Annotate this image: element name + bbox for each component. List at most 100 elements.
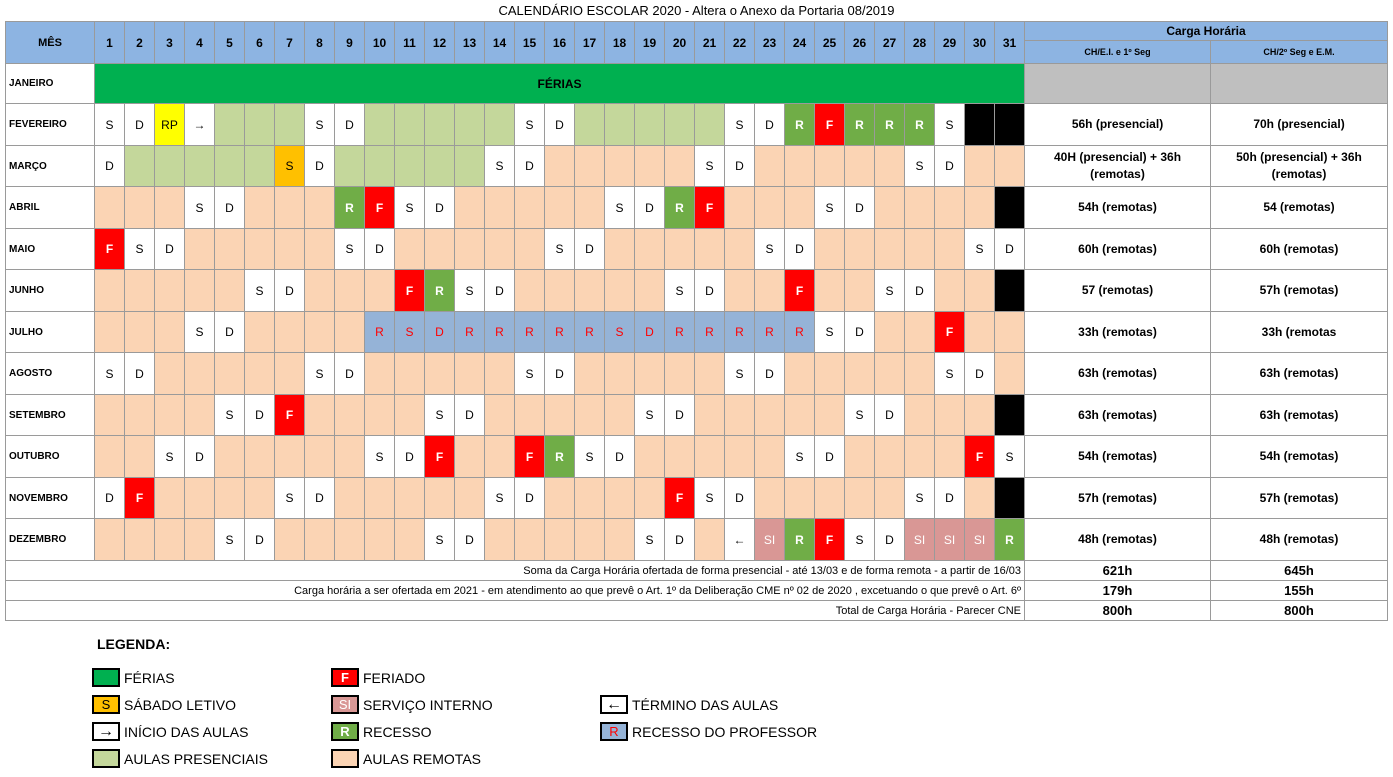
day-cell [874, 228, 905, 270]
day-cell [604, 269, 635, 312]
day-cell [424, 352, 455, 395]
day-cell [424, 145, 455, 187]
day-cell [754, 394, 785, 436]
day-cell: D [514, 477, 545, 519]
day-cell [544, 269, 575, 312]
month-label: MAIO [5, 228, 95, 270]
day-cell: R [424, 269, 455, 312]
day-cell [634, 352, 665, 395]
day-cell: D [94, 145, 125, 187]
day-cell [124, 394, 155, 436]
day-cell: R [724, 311, 755, 353]
day-cell: F [814, 518, 845, 561]
day-cell [514, 228, 545, 270]
day-cell: F [364, 186, 395, 229]
ch-col2-cell: 60h (remotas) [1210, 228, 1388, 270]
legend-swatch: R [331, 722, 359, 741]
day-cell: D [934, 477, 965, 519]
day-cell [574, 269, 605, 312]
legend-item: S SÁBADO LETIVO [92, 695, 236, 714]
day-cell [154, 145, 185, 187]
day-cell: R [364, 311, 395, 353]
page-title: CALENDÁRIO ESCOLAR 2020 - Altera o Anexo… [498, 3, 895, 18]
day-cell [244, 186, 275, 229]
day-header: 20 [664, 21, 695, 64]
day-cell: S [904, 477, 935, 519]
legend-item: ← TÉRMINO DAS AULAS [600, 695, 778, 714]
day-cell [244, 311, 275, 353]
ferias-bar: FÉRIAS [94, 63, 1025, 104]
day-cell [694, 435, 725, 478]
month-label: JULHO [5, 311, 95, 353]
day-cell: S [814, 186, 845, 229]
day-cell [304, 269, 335, 312]
day-cell: F [124, 477, 155, 519]
day-cell [124, 435, 155, 478]
day-cell [904, 186, 935, 229]
day-cell: S [424, 518, 455, 561]
day-cell [184, 269, 215, 312]
legend-swatch [92, 749, 120, 768]
day-cell: S [334, 228, 365, 270]
day-cell [454, 352, 485, 395]
day-cell: D [244, 518, 275, 561]
day-cell [304, 186, 335, 229]
day-cell: S [454, 269, 485, 312]
day-cell [394, 477, 425, 519]
day-cell: S [544, 228, 575, 270]
day-cell: D [304, 477, 335, 519]
day-cell [124, 186, 155, 229]
day-cell: S [394, 186, 425, 229]
day-cell [394, 518, 425, 561]
day-cell [874, 186, 905, 229]
summary-value-col1: 621h [1024, 560, 1211, 581]
day-cell [184, 228, 215, 270]
day-cell [814, 394, 845, 436]
day-cell [574, 477, 605, 519]
day-cell: R [784, 103, 815, 146]
day-header: 3 [154, 21, 185, 64]
day-header: 16 [544, 21, 575, 64]
day-cell [814, 352, 845, 395]
day-cell: SI [964, 518, 995, 561]
month-row: NOVEMBRO D F S D S D F S D S D 57h (remotas) 57h (rem… [5, 477, 1388, 519]
day-cell [484, 394, 515, 436]
day-header: 2 [124, 21, 155, 64]
ch-col2-cell: 33h (remotas [1210, 311, 1388, 353]
ch-col1-cell: 56h (presencial) [1024, 103, 1211, 146]
day-cell: S [424, 394, 455, 436]
day-cell: D [484, 269, 515, 312]
ch-col2-cell: 70h (presencial) [1210, 103, 1388, 146]
day-cell [994, 311, 1025, 353]
day-header: 27 [874, 21, 905, 64]
day-cell: D [604, 435, 635, 478]
day-cell [844, 477, 875, 519]
day-cell [334, 477, 365, 519]
day-cell [214, 269, 245, 312]
day-cell [934, 394, 965, 436]
month-row: OUTUBRO S D S D F F R S D S D F S 54h (remotas) 54h (re… [5, 435, 1388, 478]
day-cell [364, 103, 395, 146]
day-cell: S [124, 228, 155, 270]
day-cell: R [664, 186, 695, 229]
day-cell: S [574, 435, 605, 478]
day-cell [514, 394, 545, 436]
day-cell [454, 186, 485, 229]
ch-col2-header: CH/2º Seg e E.M. [1210, 40, 1388, 64]
day-cell [694, 103, 725, 146]
legend-swatch [92, 668, 120, 687]
ch-col2-cell: 54h (remotas) [1210, 435, 1388, 478]
day-cell: D [124, 103, 155, 146]
day-cell [244, 435, 275, 478]
day-cell: D [214, 186, 245, 229]
day-cell: D [844, 186, 875, 229]
month-label: JUNHO [5, 269, 95, 312]
ch-col2-cell [1210, 63, 1388, 104]
day-header: 14 [484, 21, 515, 64]
day-cell [184, 477, 215, 519]
day-cell [94, 186, 125, 229]
day-cell [964, 477, 995, 519]
legend-item: → INÍCIO DAS AULAS [92, 722, 248, 741]
day-cell: D [214, 311, 245, 353]
legend-label: SÁBADO LETIVO [124, 696, 237, 713]
